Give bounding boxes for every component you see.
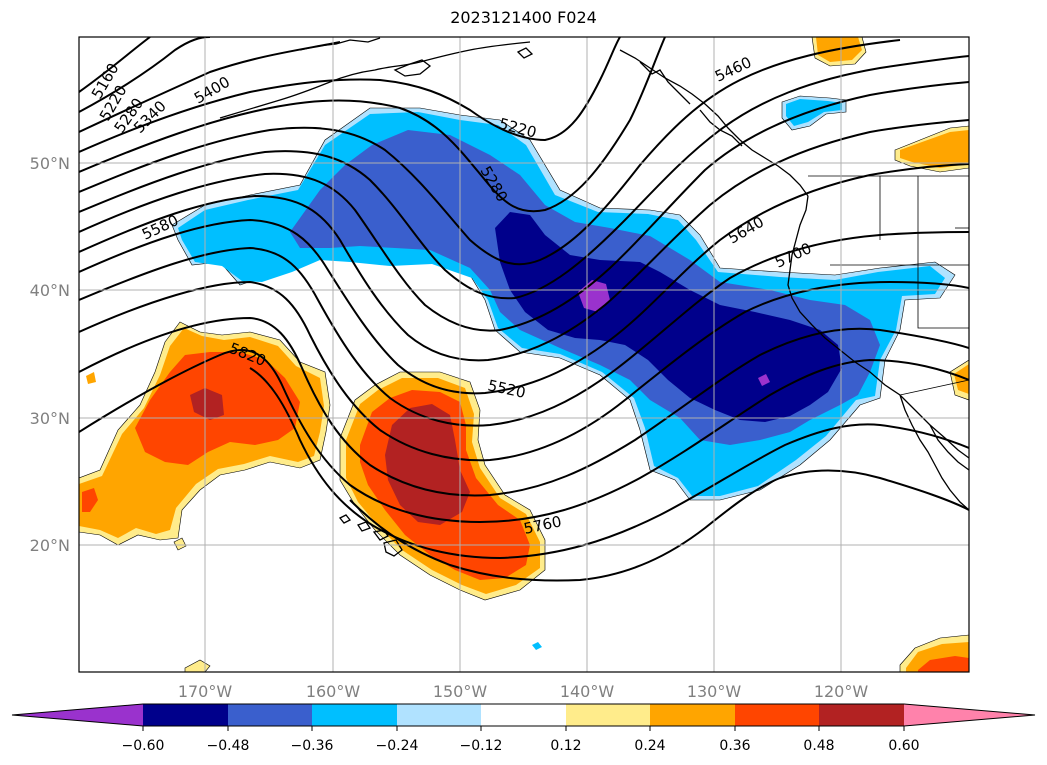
colorbar-segment — [650, 704, 735, 726]
lon-axis: 170°W 160°W 150°W 140°W 130°W 120°W — [178, 682, 869, 701]
colorbar-segment — [904, 704, 1035, 726]
lon-label: 130°W — [687, 682, 742, 701]
borders — [808, 175, 969, 396]
lon-label: 120°W — [814, 682, 869, 701]
colorbar-tick-label: 0.48 — [803, 738, 834, 754]
lat-label: 40°N — [30, 281, 70, 300]
colorbar-tick-label: −0.60 — [122, 738, 165, 754]
lon-label: 160°W — [306, 682, 361, 701]
colorbar-segment — [566, 704, 650, 726]
lat-label: 50°N — [30, 154, 70, 173]
colorbar-segment — [312, 704, 397, 726]
map-content: 5160 5220 5280 5340 5400 5220 5280 5460 … — [79, 37, 969, 672]
colorbar-tick-label: 0.24 — [634, 738, 665, 754]
lon-label: 170°W — [178, 682, 233, 701]
height-contours — [79, 37, 969, 582]
map-title: 2023121400 F024 — [450, 8, 597, 27]
lon-label: 140°W — [560, 682, 615, 701]
colorbar-tick-label: 0.60 — [888, 738, 919, 754]
colorbar-tick-label: −0.48 — [207, 738, 250, 754]
colorbar-tick-label: 0.12 — [550, 738, 581, 754]
map-frame — [78, 36, 970, 673]
colorbar: −0.60 −0.48 −0.36 −0.24 −0.12 0.12 0.24 … — [11, 703, 1036, 754]
colorbar-segment — [143, 704, 228, 726]
colorbar-tick-label: −0.36 — [291, 738, 334, 754]
colorbar-tick-label: −0.24 — [376, 738, 419, 754]
colorbar-segment — [735, 704, 819, 726]
colorbar-segment — [12, 704, 143, 726]
lat-label: 20°N — [30, 536, 70, 555]
lat-axis: 50°N 40°N 30°N 20°N — [30, 154, 70, 555]
gridlines — [79, 37, 969, 672]
colorbar-segment — [819, 704, 904, 726]
lat-label: 30°N — [30, 409, 70, 428]
colorbar-segment — [481, 704, 566, 726]
lon-label: 150°W — [433, 682, 488, 701]
colorbar-segment — [228, 704, 312, 726]
colorbar-tick-label: 0.36 — [719, 738, 750, 754]
colorbar-segment — [397, 704, 481, 726]
colorbar-tick-label: −0.12 — [460, 738, 503, 754]
